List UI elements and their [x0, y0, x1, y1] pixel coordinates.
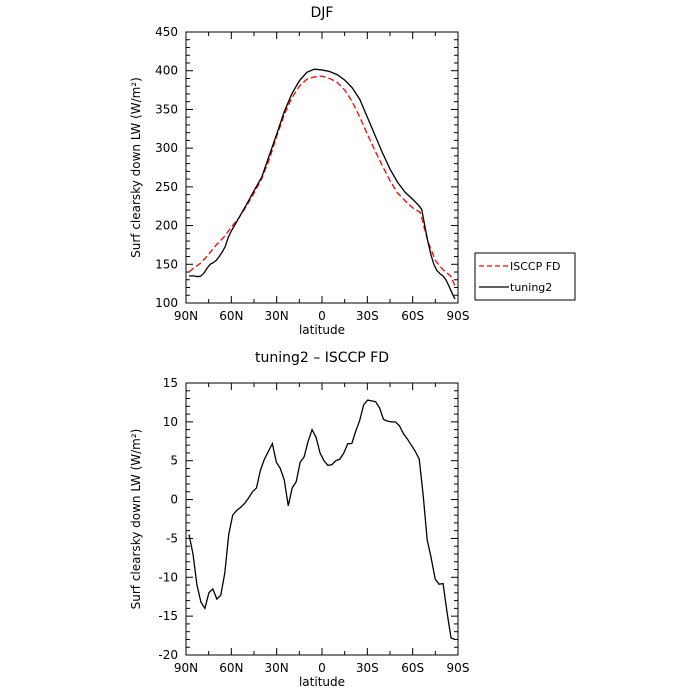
y-tick-label: 100: [155, 296, 178, 310]
y-tick-label: 200: [155, 219, 178, 233]
y-axis-label: Surf clearsky down LW (W/m²): [129, 77, 143, 258]
y-tick-label: -5: [166, 531, 178, 545]
plot-frame: [185, 31, 459, 304]
top-panel: DJF 90N 60N 30N 0 30S 60S 90S 100 150 200 250 300 350…: [129, 5, 576, 337]
y-tick-label: 5: [170, 454, 178, 468]
y-tick-label: 0: [170, 493, 178, 507]
x-tick-label: 60N: [219, 309, 243, 323]
x-tick-label: 90N: [174, 661, 198, 675]
series-line-tuning2: [189, 68, 456, 300]
x-tick-label: 60N: [219, 661, 243, 675]
y-tick-label: 150: [155, 257, 178, 271]
y-tick-label: -10: [158, 570, 178, 584]
y-tick-label: 250: [155, 180, 178, 194]
legend-label: ISCCP FD: [510, 260, 561, 273]
y-tick-label: 350: [155, 102, 178, 116]
x-tick-label: 90S: [447, 661, 470, 675]
y-tick-label: 450: [155, 25, 178, 39]
x-tick-label: 30S: [356, 309, 379, 323]
plot-frame: [185, 382, 459, 656]
y-tick-label: 10: [163, 415, 178, 429]
series-line-0: [188, 399, 456, 641]
x-tick-label: 90N: [174, 309, 198, 323]
legend-box: [474, 252, 576, 301]
x-tick-label: 0: [318, 661, 326, 675]
chart-title: DJF: [311, 5, 334, 21]
y-axis-label: Surf clearsky down LW (W/m²): [129, 429, 143, 610]
y-tick-label: 300: [155, 141, 178, 155]
chart-title: tuning2 – ISCCP FD: [255, 350, 389, 366]
x-tick-label: 60S: [401, 661, 424, 675]
x-tick-label: 30S: [356, 661, 379, 675]
x-axis-label: latitude: [299, 323, 345, 337]
x-tick-label: 60S: [401, 309, 424, 323]
x-axis-label: latitude: [299, 675, 345, 689]
y-tick-label: -20: [158, 648, 178, 662]
x-tick-label: 0: [318, 309, 326, 323]
bottom-panel: tuning2 – ISCCP FD 90N 60N 30N 0 30S 60S 90S -20…: [129, 350, 469, 689]
x-tick-label: 90S: [447, 309, 470, 323]
x-tick-label: 30N: [265, 309, 289, 323]
x-tick-label: 30N: [265, 661, 289, 675]
y-tick-label: 400: [155, 64, 178, 78]
y-tick-label: 15: [163, 376, 178, 390]
y-tick-label: -15: [158, 609, 178, 623]
series-line-isccp-fd: [188, 75, 456, 287]
legend-label: tuning2: [510, 281, 552, 294]
